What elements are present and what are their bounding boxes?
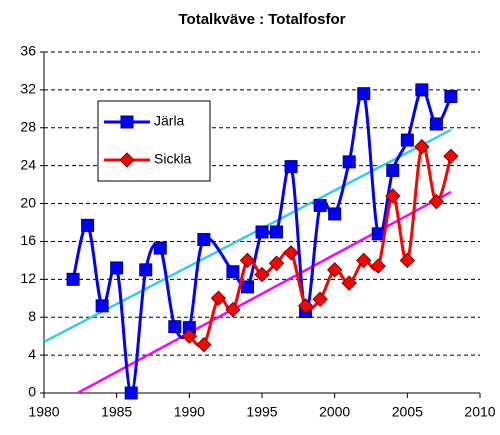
marker [139, 263, 153, 277]
marker [81, 218, 95, 232]
marker [119, 152, 135, 168]
marker [66, 272, 80, 286]
marker [313, 198, 327, 212]
marker [255, 225, 269, 239]
y-tick-label: 32 [20, 81, 36, 97]
legend-box [97, 100, 211, 182]
marker [120, 115, 134, 129]
marker [443, 148, 459, 164]
marker [124, 386, 138, 400]
marker [370, 258, 386, 274]
y-tick-label: 20 [20, 194, 36, 210]
marker [415, 83, 429, 97]
marker [386, 163, 400, 177]
marker [225, 301, 241, 318]
x-tick-label: 2005 [392, 404, 423, 420]
marker [328, 207, 342, 221]
marker [342, 155, 356, 169]
x-tick-label: 2000 [319, 404, 350, 420]
marker [297, 298, 314, 314]
x-tick-label: 1980 [28, 404, 59, 420]
y-tick-label: 4 [28, 346, 36, 362]
trend-line [76, 190, 452, 393]
marker [268, 255, 285, 271]
marker [210, 290, 227, 306]
marker [429, 117, 443, 131]
marker [400, 133, 414, 147]
legend-label: Sickla [154, 151, 192, 167]
marker [226, 265, 240, 279]
y-tick-label: 12 [20, 270, 36, 286]
y-tick-label: 36 [20, 43, 36, 59]
marker [357, 87, 371, 101]
y-tick-label: 16 [20, 232, 36, 248]
legend-label: Järla [154, 113, 185, 129]
marker [240, 280, 254, 294]
marker [385, 188, 401, 204]
marker [95, 299, 109, 313]
marker [284, 160, 298, 174]
x-tick-label: 1990 [174, 404, 205, 420]
marker [110, 261, 124, 275]
y-tick-label: 24 [20, 156, 36, 172]
trend-line [44, 128, 452, 343]
marker [356, 252, 372, 269]
marker [270, 225, 284, 239]
marker [428, 193, 445, 210]
marker [312, 291, 328, 307]
marker [197, 233, 211, 247]
chart-title: Totalkväve : Totalfosfor [179, 11, 346, 28]
marker [181, 328, 198, 344]
marker [414, 139, 430, 155]
marker [326, 262, 343, 278]
marker [341, 275, 357, 291]
x-tick-label: 1995 [246, 404, 277, 420]
marker [283, 245, 299, 261]
x-tick-label: 2010 [464, 404, 495, 420]
y-tick-label: 0 [28, 384, 36, 400]
marker [168, 320, 182, 334]
marker [399, 252, 416, 269]
marker [196, 336, 212, 353]
marker [254, 266, 270, 283]
marker [444, 90, 458, 104]
marker [239, 252, 256, 269]
y-tick-label: 28 [20, 118, 36, 134]
marker [153, 241, 167, 255]
y-tick-label: 8 [28, 308, 36, 324]
x-tick-label: 1985 [101, 404, 132, 420]
